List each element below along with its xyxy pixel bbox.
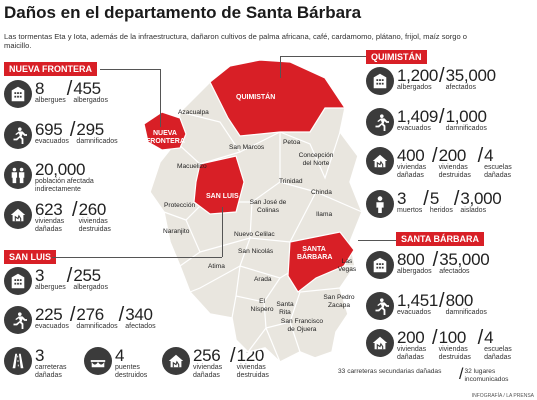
map-label-el-nispero: El Níspero xyxy=(250,298,274,313)
runner-icon xyxy=(366,108,394,136)
quimistan-banner: QUIMISTÁN xyxy=(366,50,427,64)
sb-albergados-stat: 800 albergados / 35,000 afectados xyxy=(366,250,490,279)
santa-barbara-banner: SANTA BÁRBARA xyxy=(396,232,484,246)
map-label-azacualpa: Azacualpa xyxy=(178,109,209,116)
q-albergados-stat: 1,200 albergados / 35,000 afectados xyxy=(366,66,496,95)
sb-viviendas-stat: 200 viviendas dañadas / 100 viviendas dest… xyxy=(366,328,516,361)
department-map xyxy=(143,59,363,363)
sb-carreteras-stat: 33 carreteras secundarias dañadas / 32 l… xyxy=(338,366,509,383)
map-label-san-luis: SAN LUIS xyxy=(206,193,239,200)
map-label-macuelizo: Macuelizo xyxy=(177,163,207,170)
q-evacuados-stat: 1,409 evacuados / 1,000 damnificados xyxy=(366,107,487,136)
nf-albergues-stat: 8 albergues / 455 albergados xyxy=(4,79,108,108)
building-icon xyxy=(4,80,32,108)
santa-barbara-region xyxy=(287,231,355,293)
san-luis-region xyxy=(193,155,245,215)
connector-nueva-frontera xyxy=(100,69,160,70)
map-label-concepcion-norte: Concepción del Norte xyxy=(298,152,334,167)
house-damaged-icon xyxy=(162,347,190,375)
bridge-icon xyxy=(84,347,112,375)
credit: INFOGRAFÍA / LA PRENSA xyxy=(471,393,534,399)
house-damaged-icon xyxy=(4,201,32,229)
sl-albergues-stat: 3 albergues / 255 albergados xyxy=(4,266,108,295)
map-label-quimistan: QUIMISTÁN xyxy=(236,94,276,101)
map-label-nuevo-celilac: Nuevo Celilac xyxy=(234,231,275,238)
nf-viviendas-stat: 623 viviendas dañadas / 260 viviendas dest… xyxy=(4,200,119,233)
map-label-chinda: Chinda xyxy=(311,189,332,196)
sl-puentes-stat: 4 puentes destruidos xyxy=(84,347,153,379)
map-label-atima: Atima xyxy=(208,263,225,270)
map-label-san-francisco-ojuera: San Francisco de Ojuera xyxy=(280,318,324,333)
road-icon xyxy=(4,347,32,375)
map-label-ilama: Ilama xyxy=(316,211,333,218)
map-label-san-pedro-zacapa: San Pedro Zacapa xyxy=(323,294,355,309)
map-label-santa-barbara: SANTA BÁRBARA xyxy=(297,246,333,261)
connector-santa-barbara xyxy=(358,240,396,241)
connector-san-luis xyxy=(52,257,222,258)
map-label-arada: Arada xyxy=(254,276,272,283)
map-label-petoa: Petoa xyxy=(283,139,301,146)
runner-icon xyxy=(4,121,32,149)
map-label-trinidad: Trinidad xyxy=(279,178,303,185)
connector-san-luis-v xyxy=(222,207,223,257)
connector-quimistan xyxy=(280,56,366,57)
map-label-santa-rita: Santa Rita xyxy=(276,301,294,316)
nueva-frontera-banner: NUEVA FRONTERA xyxy=(4,62,97,76)
house-damaged-icon xyxy=(366,147,394,175)
building-icon xyxy=(366,67,394,95)
map-label-proteccion: Protección xyxy=(164,202,196,209)
building-icon xyxy=(4,267,32,295)
map-label-las-vegas: Las Vegas xyxy=(337,258,357,273)
nf-poblacion-stat: 20,000 población afectada indirectamente xyxy=(4,161,135,193)
sl-viviendas-stat: 256 viviendas dañadas / 120 viviendas dest… xyxy=(162,346,277,379)
people-icon xyxy=(4,161,32,189)
map-label-san-jose-colinas: San José de Colinas xyxy=(249,199,287,214)
runner-icon xyxy=(4,306,32,334)
q-viviendas-stat: 400 viviendas dañadas / 200 viviendas dest… xyxy=(366,146,516,179)
q-muertos-stat: 3 muertos / 5 heridos / 3,000 aislados xyxy=(366,189,502,218)
person-icon xyxy=(366,190,394,218)
connector-nueva-frontera-v xyxy=(160,69,161,127)
map-label-san-nicolas: San Nicolás xyxy=(238,248,274,255)
nueva-frontera-region xyxy=(143,111,187,151)
quimistan-region xyxy=(209,59,347,137)
sl-carreteras-stat: 3 carreteras dañadas xyxy=(4,347,73,379)
san-luis-banner: SAN LUIS xyxy=(4,250,57,264)
building-icon xyxy=(366,251,394,279)
sb-evacuados-stat: 1,451 evacuados / 800 damnificados xyxy=(366,291,487,320)
map-label-naranjito: Naranjito xyxy=(163,228,190,235)
map-label-nueva-frontera: NUEVA FRONTERA xyxy=(146,130,185,145)
map-label-san-marcos: San Marcos xyxy=(229,144,265,151)
nf-evacuados-stat: 695 evacuados / 295 damnificados xyxy=(4,120,118,149)
sl-evacuados-stat: 225 evacuados / 276 damnificados / 340 afec… xyxy=(4,305,156,334)
runner-icon xyxy=(366,292,394,320)
connector-quimistan-v xyxy=(280,56,281,78)
page-subtitle: Las tormentas Eta y Iota, además de la i… xyxy=(4,32,468,50)
house-damaged-icon xyxy=(366,329,394,357)
page-title: Daños en el departamento de Santa Bárbar… xyxy=(4,3,362,22)
